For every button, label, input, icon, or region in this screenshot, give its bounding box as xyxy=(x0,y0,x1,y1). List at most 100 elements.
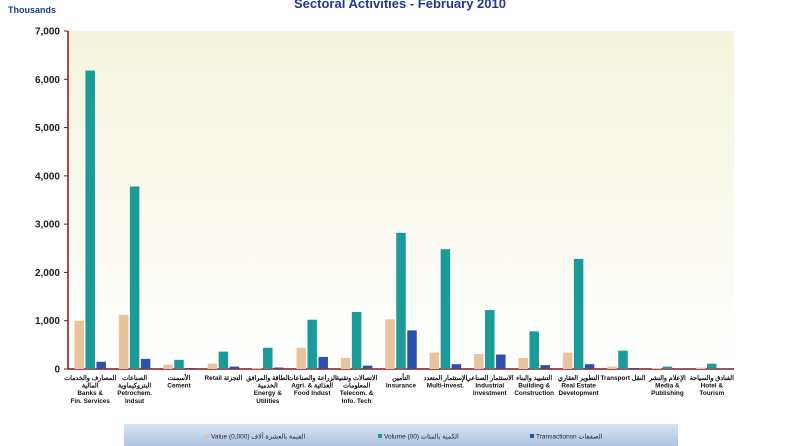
x-category-label: الزراعة والصناعات xyxy=(288,375,337,382)
bar-series-2-category-5 xyxy=(318,356,328,369)
y-tick-label: 7,000 xyxy=(35,27,60,38)
x-category-label: Real Estate xyxy=(561,383,596,390)
y-tick-label: 2,000 xyxy=(35,268,60,279)
x-category-label: Construction xyxy=(514,390,554,397)
y-tick-label: 3,000 xyxy=(35,220,60,231)
bar-series-1-category-6 xyxy=(351,312,362,369)
bar-series-0-category-1 xyxy=(118,314,129,369)
bar-series-1-category-12 xyxy=(618,350,628,369)
x-category-label: Publishing xyxy=(651,390,684,397)
bar-series-1-category-3 xyxy=(218,351,229,369)
bar-series-2-category-1 xyxy=(140,358,151,369)
bar-series-0-category-5 xyxy=(296,347,306,369)
bar-series-2-category-2 xyxy=(185,368,195,369)
x-category-label: Investment xyxy=(473,390,508,397)
bar-series-0-category-7 xyxy=(385,319,395,369)
x-category-label: Agri. & الغذائية xyxy=(291,383,333,390)
x-category-label: Petrochem. xyxy=(117,390,152,397)
legend: Value القيمة بالعشرة آلاف (0,000) Volume … xyxy=(205,431,603,441)
bar-series-0-category-10 xyxy=(518,357,528,369)
bar-series-2-category-9 xyxy=(496,354,506,369)
bar-series-0-category-0 xyxy=(74,320,84,369)
x-category-label: المصارف والخدمات xyxy=(64,375,116,382)
bar-series-2-category-8 xyxy=(451,364,462,369)
x-category-label: Food Indust xyxy=(294,390,331,397)
y-tick-label: 0 xyxy=(54,365,60,376)
x-category-label: Industrial xyxy=(475,383,504,390)
y-tick-label: 1,000 xyxy=(35,316,60,327)
x-category-label: Tourism xyxy=(699,390,724,397)
x-category-label: Development xyxy=(559,390,600,397)
x-category-label: Indsut xyxy=(125,398,145,405)
x-category-label: Telecom. & xyxy=(340,390,374,397)
legend-label-2: Transactionsn الصفقات xyxy=(536,433,603,441)
x-category-label: Media & xyxy=(655,383,680,390)
bar-series-2-category-4 xyxy=(274,367,284,369)
x-category-label: Retail التجزئة xyxy=(205,375,243,382)
bar-series-1-category-11 xyxy=(573,258,584,369)
bar-series-1-category-2 xyxy=(174,359,184,369)
bar-series-1-category-0 xyxy=(85,70,95,369)
x-category-label: Transport النقل xyxy=(601,375,646,382)
x-category-label: Multi-Invest. xyxy=(427,383,465,390)
x-category-label: الأسمنت xyxy=(168,373,191,382)
bar-series-1-category-14 xyxy=(707,363,717,369)
x-category-label: الطاقة والمرافق xyxy=(246,375,290,382)
bar-series-1-category-10 xyxy=(529,331,539,369)
bar-series-2-category-0 xyxy=(96,361,106,369)
x-category-label: الخدمية xyxy=(258,383,278,390)
x-category-label: الاتصالات وتقنية xyxy=(336,375,378,382)
bar-series-1-category-13 xyxy=(662,366,673,369)
x-category-label: Hotel & xyxy=(701,383,724,390)
legend-label-0: Value القيمة بالعشرة آلاف (0,000) xyxy=(211,431,305,441)
x-category-label: الصناعات xyxy=(122,375,147,382)
bar-series-2-category-11 xyxy=(584,364,595,369)
x-category-label: التطوير العقاري xyxy=(558,375,600,382)
legend-label-1: Volume (00) الكمية بالمئات xyxy=(384,433,459,441)
bar-series-1-category-7 xyxy=(396,232,406,369)
x-category-label: Info. Tech xyxy=(342,398,372,405)
x-category-label: Energy & xyxy=(254,390,282,397)
y-tick-label: 6,000 xyxy=(35,75,60,86)
x-category-label: Cement xyxy=(167,383,191,390)
bar-series-0-category-13 xyxy=(651,368,662,369)
bar-series-0-category-6 xyxy=(340,357,351,369)
x-category-label: المعلومات xyxy=(343,383,371,390)
x-category-label: التأمين xyxy=(392,373,410,382)
bar-series-1-category-9 xyxy=(485,310,495,369)
bar-series-0-category-8 xyxy=(429,352,440,369)
bars xyxy=(74,70,728,370)
bar-series-1-category-4 xyxy=(263,347,273,369)
units-label: Thousands xyxy=(8,5,56,15)
x-category-label: المالية xyxy=(82,383,99,390)
x-category-label: الفنادق والسياحة xyxy=(690,375,734,382)
x-category-label: Fin. Services xyxy=(70,398,110,405)
x-category-label: Banks & xyxy=(77,390,103,397)
x-category-label: التشييد والبناء xyxy=(516,375,552,382)
bar-series-1-category-5 xyxy=(307,319,317,369)
bar-series-2-category-3 xyxy=(229,366,240,369)
bar-series-0-category-11 xyxy=(562,352,573,369)
legend-swatch-2 xyxy=(530,434,534,438)
legend-swatch-0 xyxy=(205,434,209,438)
legend-box xyxy=(124,424,678,446)
y-tick-label: 5,000 xyxy=(35,123,60,134)
x-category-label: Building & xyxy=(518,383,550,390)
bar-series-0-category-14 xyxy=(696,367,706,369)
bar-series-0-category-2 xyxy=(163,364,173,369)
bar-series-0-category-4 xyxy=(252,368,262,369)
x-category-label: Utilities xyxy=(256,398,280,405)
bar-series-2-category-13 xyxy=(673,368,684,370)
x-category-label: الاستثمار الصناعي xyxy=(466,375,514,382)
bar-series-2-category-14 xyxy=(718,368,728,370)
x-category-label: البتروكيماوية xyxy=(118,383,151,390)
bar-series-1-category-1 xyxy=(129,186,140,369)
bar-series-2-category-10 xyxy=(540,365,550,369)
x-category-label: Insurance xyxy=(386,383,417,390)
bar-series-1-category-8 xyxy=(440,249,451,369)
bar-series-2-category-7 xyxy=(407,330,417,369)
bar-series-2-category-6 xyxy=(362,365,373,369)
y-tick-label: 4,000 xyxy=(35,171,60,182)
